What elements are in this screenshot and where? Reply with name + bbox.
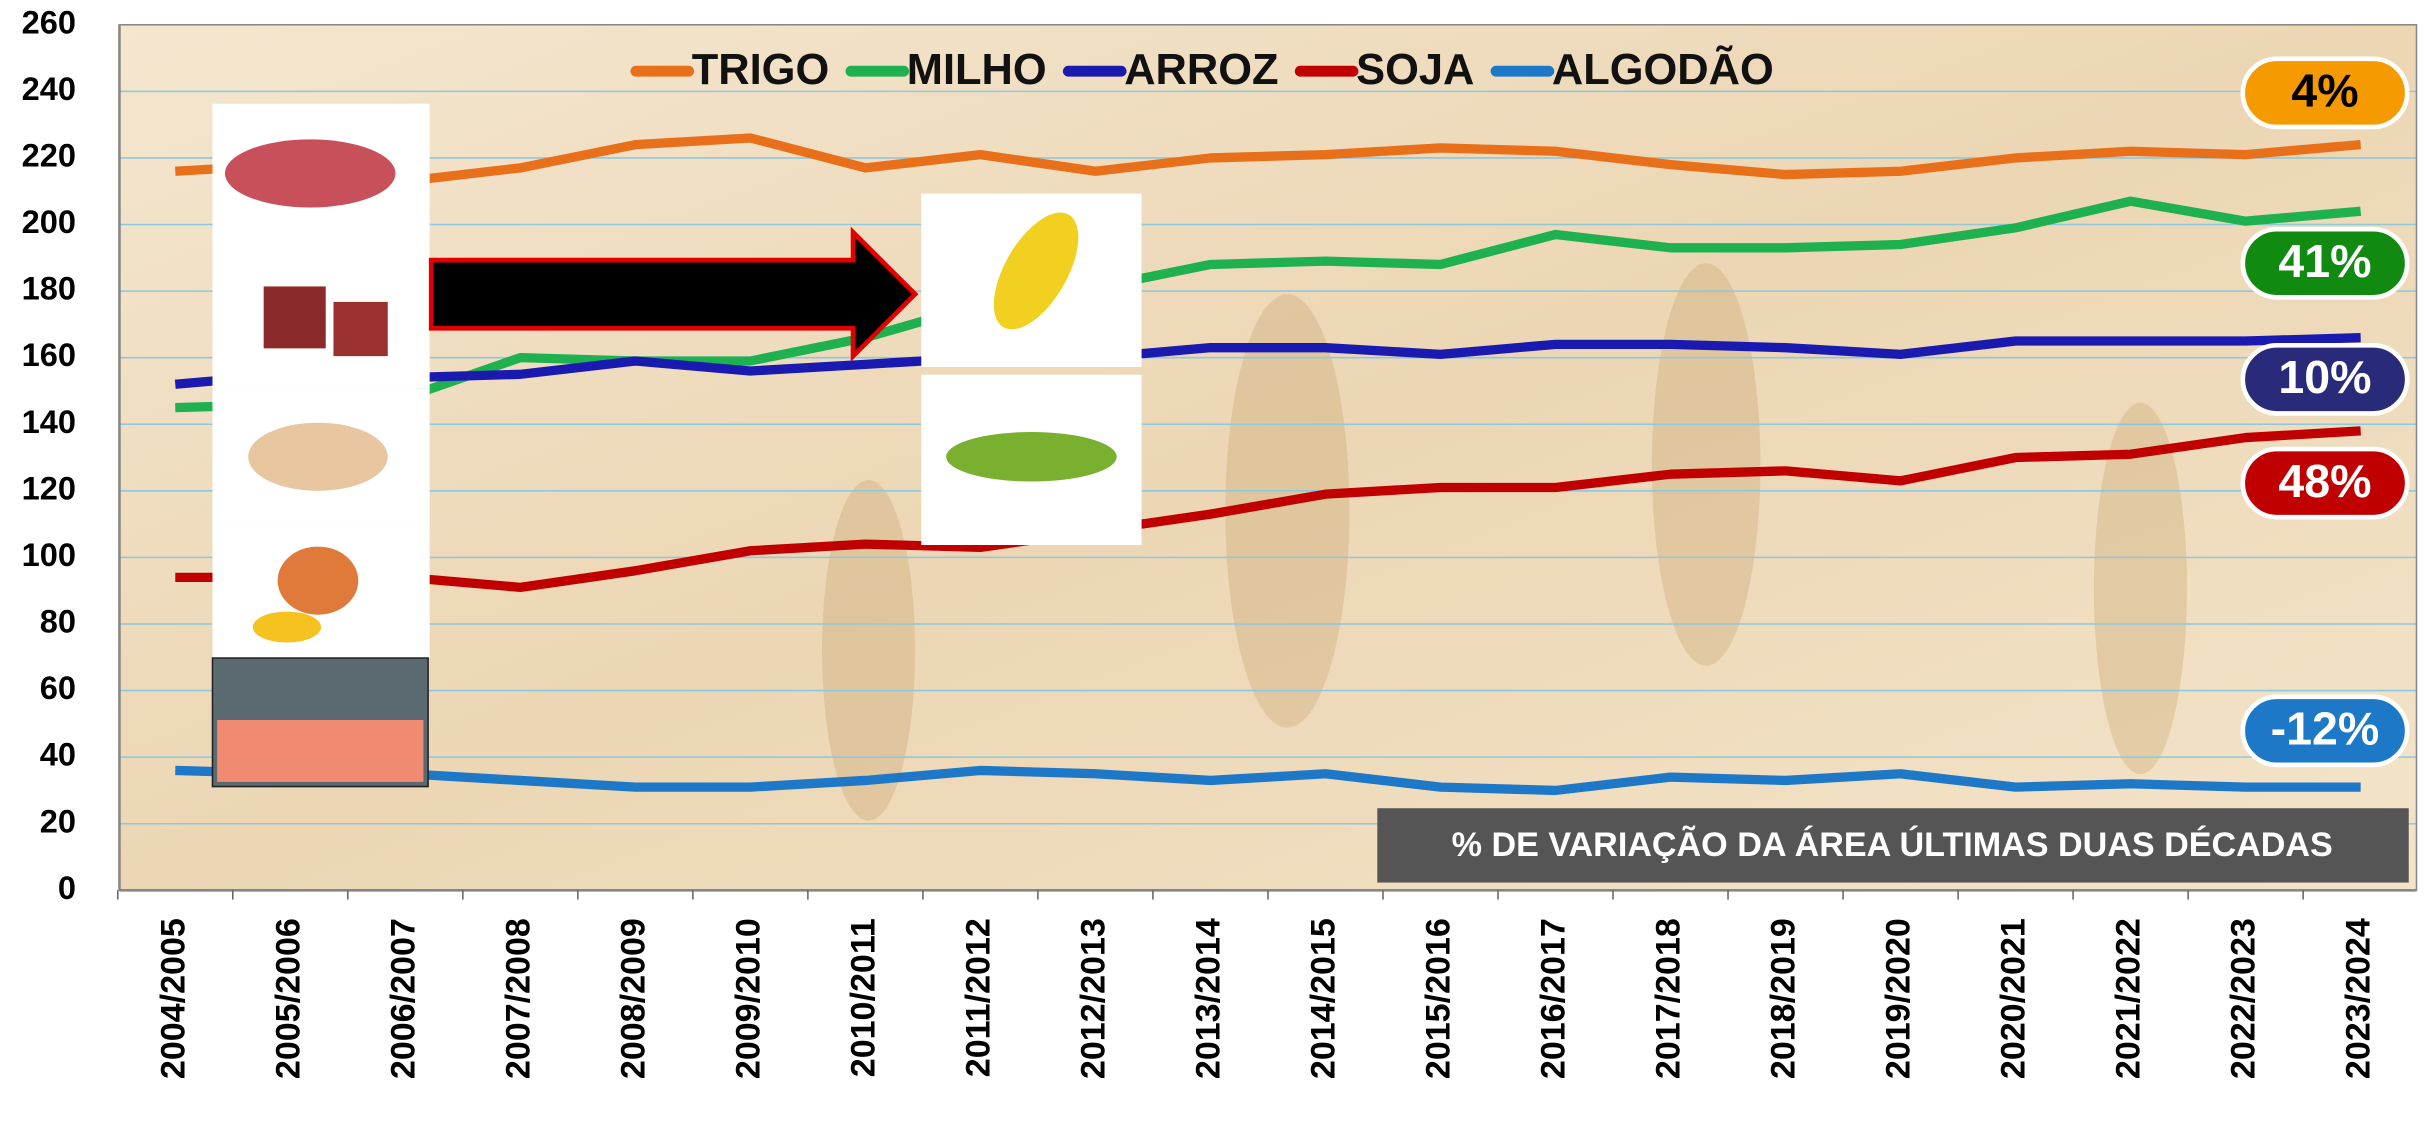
x-tick-label: 2007/2008 [499, 918, 537, 1079]
soy-shape [946, 432, 1117, 482]
x-tick-label: 2012/2013 [1074, 918, 1112, 1079]
badge-label: 4% [2291, 65, 2358, 117]
y-tick-label: 80 [40, 604, 76, 640]
badge-label: 48% [2278, 455, 2371, 507]
yolk-shape [253, 612, 321, 643]
y-tick-label: 260 [22, 4, 76, 40]
x-tick-label: 2013/2014 [1189, 918, 1227, 1079]
egg-shape [278, 547, 359, 615]
badge-label: 41% [2278, 235, 2371, 287]
x-tick-label: 2021/2022 [2110, 918, 2148, 1079]
x-tick-label: 2020/2021 [1995, 918, 2033, 1079]
y-tick-label: 220 [22, 138, 76, 174]
y-tick-label: 100 [22, 537, 76, 573]
x-tick-label: 2009/2010 [729, 918, 767, 1079]
y-tick-label: 120 [22, 470, 76, 506]
x-tick-label: 2019/2020 [1880, 918, 1918, 1079]
legend-label: ARROZ [1124, 46, 1278, 94]
fish-shape [217, 720, 423, 782]
beef-shape [264, 286, 326, 348]
chart: TRIGO MILHO ARROZ SOJA ALGODÃO 4% 41% 10% 48% -1… [0, 0, 2432, 1121]
x-tick-label: 2016/2017 [1534, 918, 1572, 1079]
x-tick-label: 2022/2023 [2225, 918, 2263, 1079]
y-tick-label: 20 [40, 803, 76, 839]
x-tick-label: 2014/2015 [1304, 918, 1342, 1079]
y-tick-label: 140 [22, 404, 76, 440]
x-tick-label: 2010/2011 [844, 918, 882, 1077]
x-tick-label: 2004/2005 [154, 918, 192, 1079]
x-tick-label: 2005/2006 [269, 918, 307, 1079]
x-tick-label: 2011/2012 [959, 918, 997, 1077]
x-tick-label: 2017/2018 [1650, 918, 1688, 1079]
y-tick-label: 200 [22, 204, 76, 240]
y-tick-label: 40 [40, 737, 76, 773]
x-tick-label: 2015/2016 [1419, 918, 1457, 1079]
x-tick-label: 2008/2009 [614, 918, 652, 1079]
legend: TRIGO MILHO ARROZ SOJA ALGODÃO [636, 46, 1774, 94]
y-tick-label: 180 [22, 271, 76, 307]
badge-label: 10% [2278, 351, 2371, 403]
x-tick-label: 2023/2024 [2340, 918, 2378, 1079]
page: {"chart_data": { "type": "line", "catego… [0, 0, 2432, 1121]
legend-label: MILHO [907, 46, 1047, 94]
legend-label: ALGODÃO [1552, 46, 1774, 94]
x-tick-label: 2018/2019 [1765, 918, 1803, 1079]
y-tick-label: 60 [40, 670, 76, 706]
chicken-shape [248, 423, 388, 491]
legend-label: TRIGO [692, 46, 829, 94]
x-tick-label: 2006/2007 [384, 918, 422, 1079]
y-tick-label: 240 [22, 71, 76, 107]
legend-label: SOJA [1356, 46, 1474, 94]
badge-label: -12% [2271, 703, 2380, 755]
beef-shape [333, 302, 387, 356]
meat-shape [225, 139, 396, 207]
y-tick-label: 160 [22, 337, 76, 373]
note-text: % DE VARIAÇÃO DA ÁREA ÚLTIMAS DUAS DÉCAD… [1452, 826, 2333, 864]
y-tick-label: 0 [58, 870, 76, 906]
